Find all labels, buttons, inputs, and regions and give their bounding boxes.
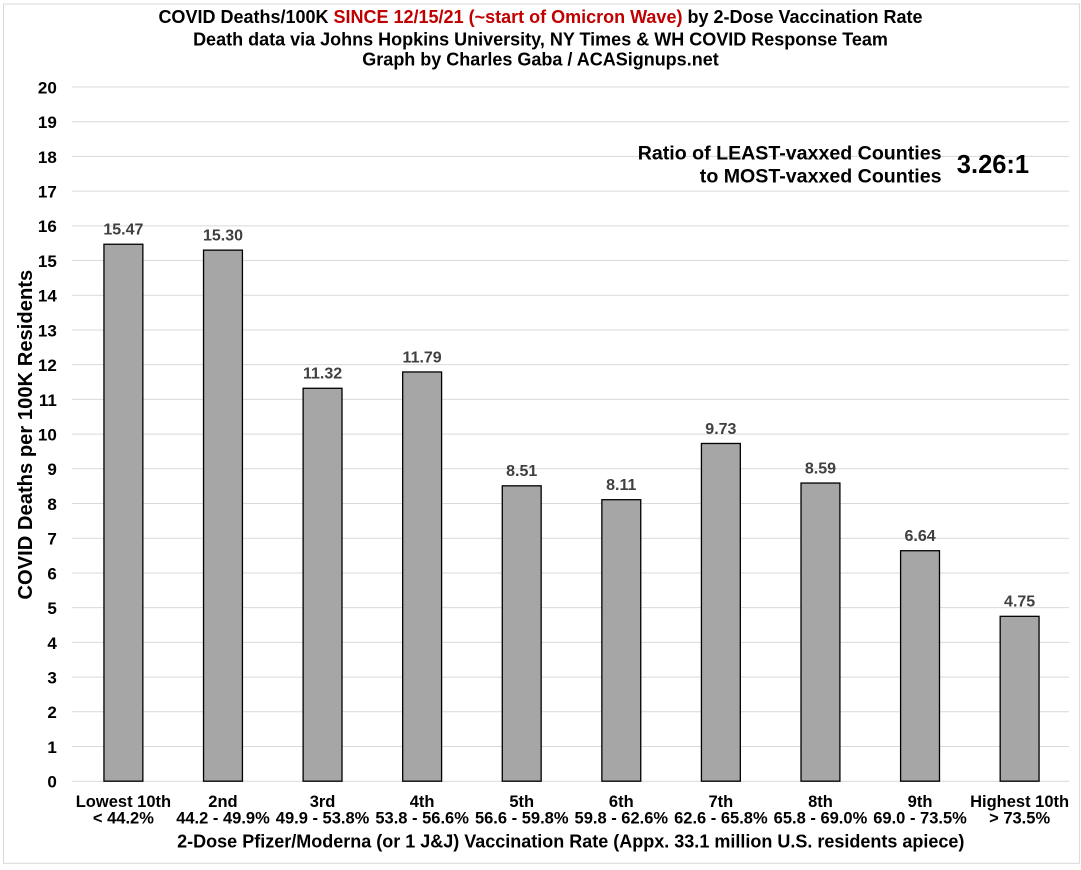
svg-text:COVID Deaths per 100K Resident: COVID Deaths per 100K Residents: [15, 270, 37, 600]
svg-text:10: 10: [38, 426, 57, 445]
svg-text:44.2 - 49.9%: 44.2 - 49.9%: [176, 810, 270, 828]
svg-text:2: 2: [47, 703, 56, 722]
svg-text:COVID Deaths/100K SINCE 12/15/: COVID Deaths/100K SINCE 12/15/21 (~start…: [158, 7, 922, 27]
svg-text:18: 18: [38, 148, 57, 167]
svg-text:11: 11: [39, 391, 57, 410]
svg-text:9.73: 9.73: [705, 421, 736, 438]
svg-text:4.75: 4.75: [1004, 594, 1035, 611]
svg-text:19: 19: [38, 113, 57, 132]
svg-text:62.6 - 65.8%: 62.6 - 65.8%: [674, 810, 768, 828]
svg-text:3rd: 3rd: [310, 793, 336, 811]
svg-text:to MOST-vaxxed Counties: to MOST-vaxxed Counties: [700, 166, 942, 188]
svg-text:8: 8: [47, 495, 56, 514]
svg-text:8.51: 8.51: [506, 463, 537, 480]
svg-text:14: 14: [38, 287, 57, 306]
svg-text:15.47: 15.47: [103, 222, 143, 239]
svg-text:53.8 - 56.6%: 53.8 - 56.6%: [375, 810, 469, 828]
svg-text:15.30: 15.30: [203, 227, 243, 244]
svg-text:17: 17: [38, 183, 57, 202]
svg-text:Graph by Charles Gaba / ACASig: Graph by Charles Gaba / ACASignups.net: [362, 50, 718, 70]
svg-text:15: 15: [38, 252, 57, 271]
svg-text:1: 1: [47, 738, 56, 757]
svg-text:Death data via Johns Hopkins U: Death data via Johns Hopkins University,…: [193, 29, 888, 49]
svg-text:3: 3: [47, 668, 56, 687]
svg-text:20: 20: [38, 78, 57, 97]
svg-text:8.59: 8.59: [805, 460, 836, 477]
svg-text:13: 13: [38, 321, 57, 340]
svg-text:8.11: 8.11: [606, 477, 636, 494]
svg-text:6th: 6th: [609, 793, 634, 811]
svg-text:7th: 7th: [709, 793, 734, 811]
svg-text:11.32: 11.32: [303, 366, 342, 383]
svg-text:59.8 - 62.6%: 59.8 - 62.6%: [575, 810, 669, 828]
svg-text:5th: 5th: [509, 793, 534, 811]
svg-text:65.8 - 69.0%: 65.8 - 69.0%: [774, 810, 868, 828]
svg-text:< 44.2%: < 44.2%: [93, 810, 154, 828]
svg-text:4th: 4th: [410, 793, 435, 811]
svg-text:8th: 8th: [808, 793, 833, 811]
svg-text:Lowest 10th: Lowest 10th: [76, 793, 171, 811]
svg-text:Highest 10th: Highest 10th: [970, 793, 1069, 811]
svg-text:11.79: 11.79: [403, 349, 442, 366]
svg-text:4: 4: [47, 634, 57, 653]
svg-text:Ratio of LEAST-vaxxed Counties: Ratio of LEAST-vaxxed Counties: [638, 142, 942, 164]
svg-text:9: 9: [47, 460, 56, 479]
svg-text:12: 12: [38, 356, 57, 375]
svg-text:9th: 9th: [908, 793, 933, 811]
svg-text:16: 16: [38, 217, 57, 236]
svg-text:0: 0: [47, 773, 56, 792]
svg-text:6: 6: [47, 564, 56, 583]
svg-text:6.64: 6.64: [904, 528, 935, 545]
svg-text:49.9 - 53.8%: 49.9 - 53.8%: [276, 810, 370, 828]
svg-text:> 73.5%: > 73.5%: [989, 810, 1050, 828]
svg-text:3.26:1: 3.26:1: [957, 151, 1029, 179]
svg-text:7: 7: [47, 530, 56, 549]
svg-text:2nd: 2nd: [208, 793, 237, 811]
svg-text:2-Dose Pfizer/Moderna (or 1 J&: 2-Dose Pfizer/Moderna (or 1 J&J) Vaccina…: [177, 831, 964, 851]
svg-text:56.6 - 59.8%: 56.6 - 59.8%: [475, 810, 569, 828]
svg-text:5: 5: [47, 599, 56, 618]
svg-text:69.0 - 73.5%: 69.0 - 73.5%: [873, 810, 967, 828]
